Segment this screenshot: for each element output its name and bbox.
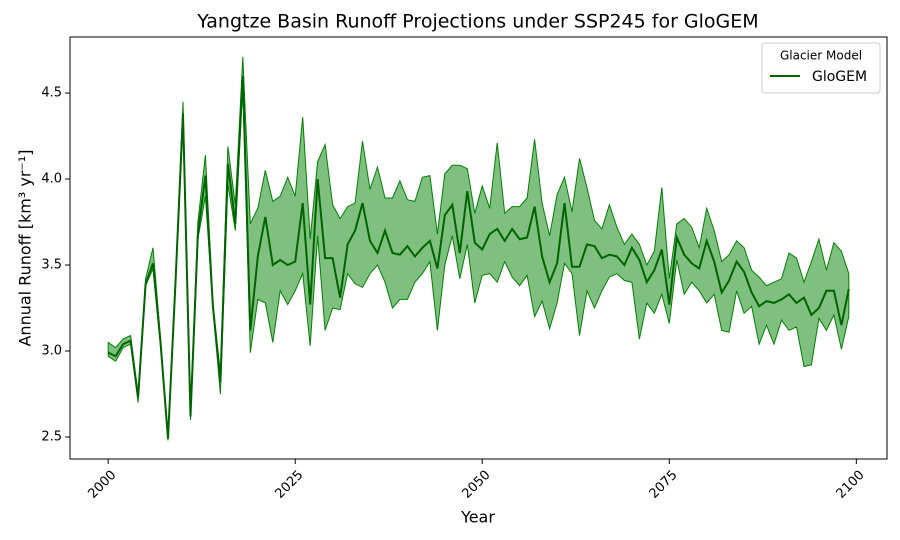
chart-title: Yangtze Basin Runoff Projections under S… xyxy=(196,11,758,33)
y-tick-label: 2.5 xyxy=(41,429,62,444)
x-tick-label: 2000 xyxy=(85,468,119,502)
x-tick-label: 2100 xyxy=(834,468,868,502)
y-tick-label: 3.0 xyxy=(41,344,62,359)
plot-frame xyxy=(69,36,888,460)
x-tick-label: 2025 xyxy=(272,468,306,502)
legend-box xyxy=(761,42,881,94)
y-tick-label: 3.5 xyxy=(41,258,62,273)
x-tick-label: 2050 xyxy=(460,468,494,502)
x-axis-label: Year xyxy=(460,508,495,527)
uncertainty-band xyxy=(107,56,850,441)
y-axis-label: Annual Runoff [km³ yr⁻¹] xyxy=(16,149,35,346)
x-tick-label: 2075 xyxy=(647,468,681,502)
y-tick-label: 4.5 xyxy=(41,86,62,101)
legend-title: Glacier Model xyxy=(780,49,862,63)
legend-label: GloGEM xyxy=(812,69,867,85)
y-tick-label: 4.0 xyxy=(41,172,62,187)
line xyxy=(107,75,850,439)
